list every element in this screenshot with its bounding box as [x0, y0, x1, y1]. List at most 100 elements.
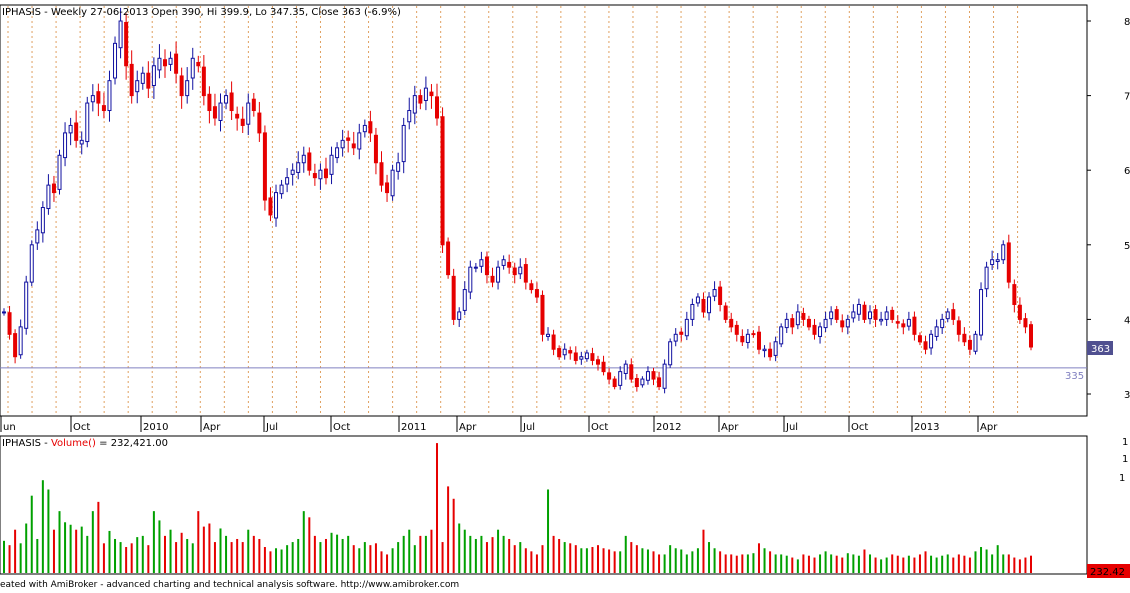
volume-bar — [852, 554, 855, 573]
candle-body — [335, 147, 340, 159]
volume-bar — [796, 559, 799, 573]
candle-body — [551, 334, 556, 350]
volume-bar — [941, 555, 944, 573]
candle-body — [540, 294, 545, 335]
candle-body — [423, 87, 428, 101]
volume-bar — [180, 532, 183, 573]
volume-bar — [524, 548, 527, 573]
volume-bar — [491, 537, 494, 573]
candle-body — [707, 296, 712, 314]
candle-body — [812, 324, 817, 335]
candle-body — [13, 333, 18, 358]
volume-bar — [130, 543, 133, 573]
candle-body — [829, 311, 834, 320]
volume-bar — [308, 517, 311, 573]
volume-bar — [1013, 557, 1016, 573]
last-volume-label: 232.42 — [1090, 567, 1125, 578]
volume-bar — [291, 542, 294, 573]
volume-bar — [846, 553, 849, 573]
volume-bar — [541, 545, 544, 573]
candle-body — [151, 65, 156, 86]
volume-bar — [347, 535, 350, 573]
candle-body — [29, 244, 34, 283]
volume-bar — [480, 535, 483, 573]
candle-body — [806, 318, 811, 328]
candle-body — [1012, 284, 1017, 305]
candle-body — [818, 326, 823, 337]
candle-body — [534, 289, 539, 298]
candle-body — [157, 57, 162, 71]
volume-bar — [341, 538, 344, 573]
volume-title-value: = 232,421.00 — [96, 438, 168, 449]
candle-body — [79, 139, 84, 145]
candle-body — [1001, 244, 1006, 261]
last-price-label: 363 — [1091, 344, 1110, 355]
volume-bars — [3, 443, 1032, 573]
candle-body — [618, 371, 623, 386]
candle-body — [984, 266, 989, 290]
candle-body — [662, 363, 667, 389]
volume-bar — [552, 535, 555, 573]
candle-body — [684, 318, 689, 337]
volume-axis-tick: 1 — [1119, 473, 1125, 484]
candle-body — [734, 324, 739, 335]
candle-body — [995, 259, 1000, 263]
volume-bar — [930, 555, 933, 573]
candle-body — [768, 348, 773, 358]
volume-bar — [197, 511, 200, 573]
candle-body — [318, 169, 323, 180]
price-chart-title: IPHASIS - Weekly 27-06-2013 Open 390, Hi… — [2, 7, 401, 18]
candle-body — [779, 326, 784, 345]
candles — [2, 7, 1033, 394]
volume-bar — [780, 554, 783, 573]
candle-body — [484, 256, 489, 276]
volume-bar — [574, 545, 577, 573]
candle-body — [1006, 242, 1011, 283]
volume-bar — [974, 551, 977, 573]
volume-bar — [8, 545, 11, 573]
volume-bar — [857, 555, 860, 573]
volume-bar — [619, 551, 622, 573]
volume-bar — [280, 549, 283, 573]
volume-bar — [1002, 554, 1005, 573]
candle-body — [496, 266, 501, 283]
volume-bar — [397, 542, 400, 573]
volume-bar — [297, 538, 300, 573]
candle-body — [385, 182, 390, 194]
candle-body — [440, 116, 445, 246]
volume-bar — [558, 538, 561, 573]
volume-bar — [980, 547, 983, 573]
volume-bar — [64, 522, 67, 573]
volume-bar — [158, 520, 161, 573]
candle-body — [140, 72, 145, 84]
volume-bar — [813, 557, 816, 573]
candle-body — [929, 333, 934, 349]
volume-bar — [963, 555, 966, 573]
volume-bar — [991, 554, 994, 573]
volume-bar — [374, 543, 377, 573]
candle-body — [640, 378, 645, 386]
volume-bar — [52, 529, 55, 573]
volume-bar — [402, 535, 405, 573]
candle-body — [407, 110, 412, 123]
candle-body — [74, 122, 79, 141]
volume-bar — [807, 555, 810, 573]
candle-body — [901, 323, 906, 328]
candle-body — [340, 139, 345, 149]
last-volume-badge — [1087, 564, 1130, 578]
volume-bar — [691, 551, 694, 573]
volume-bar — [41, 480, 44, 573]
candle-body — [490, 275, 495, 283]
candle-body — [462, 289, 467, 311]
price-axis-tick: 5 — [1124, 241, 1130, 252]
x-axis-label: Apr — [721, 422, 739, 433]
candle-body — [2, 311, 6, 314]
candle-body — [179, 75, 184, 97]
volume-bar — [918, 554, 921, 573]
candle-body — [745, 333, 750, 343]
candle-body — [912, 316, 917, 335]
volume-bar — [996, 545, 999, 573]
volume-bar — [213, 542, 216, 573]
candle-body — [557, 348, 562, 358]
